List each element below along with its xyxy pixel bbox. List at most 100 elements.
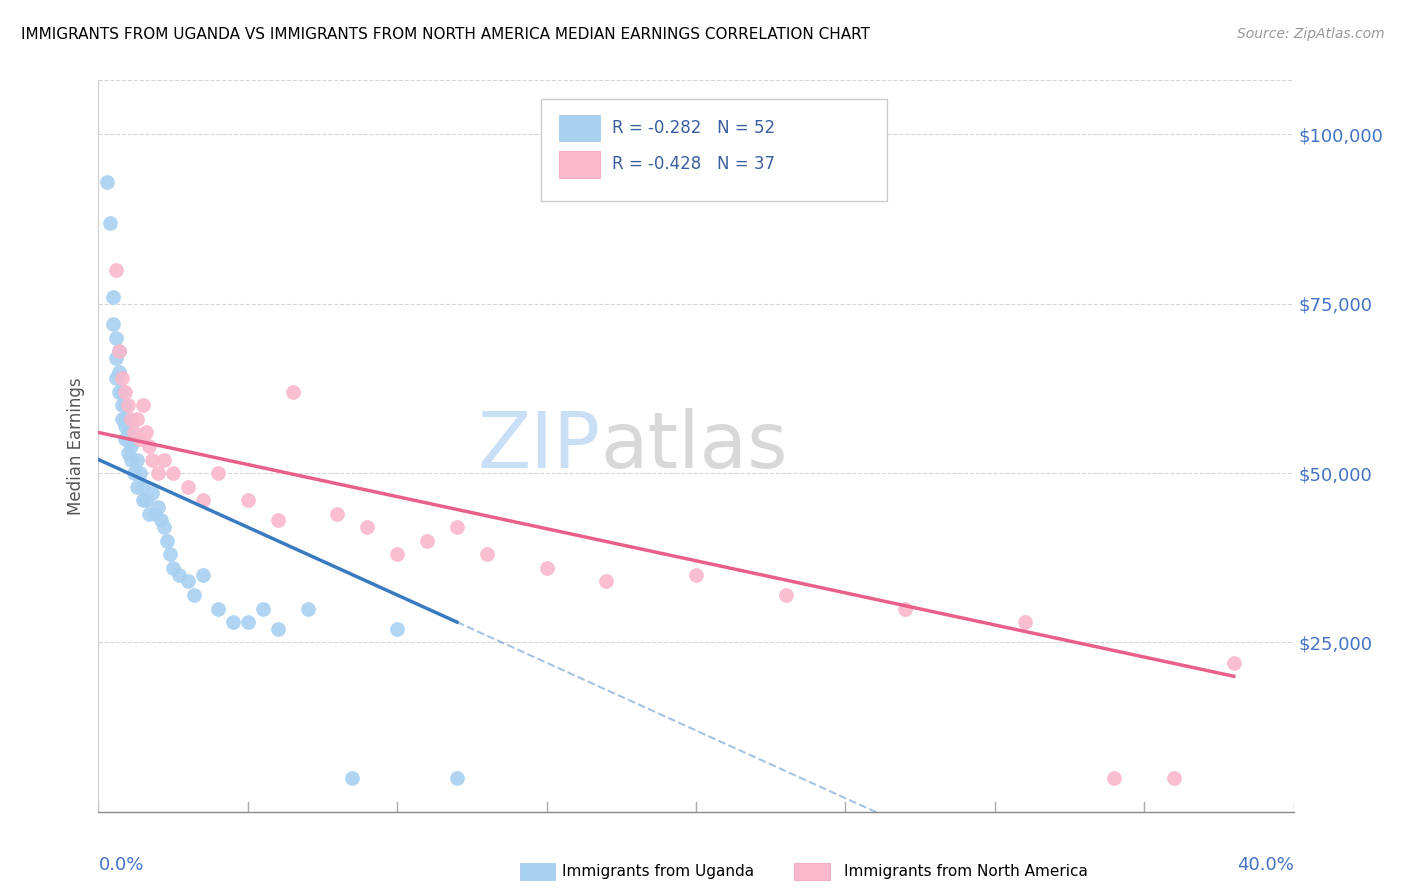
Point [267, 622, 290, 636]
Text: ZIP: ZIP [478, 408, 600, 484]
Point [446, 520, 468, 534]
Point [117, 446, 139, 460]
Point [536, 561, 558, 575]
Point [105, 263, 128, 277]
Point [114, 418, 136, 433]
Point [416, 533, 439, 548]
Point [105, 331, 128, 345]
Point [162, 561, 184, 575]
Text: Immigrants from Uganda: Immigrants from Uganda [562, 864, 755, 879]
Point [114, 384, 136, 399]
Point [100, 215, 122, 229]
Point [894, 601, 917, 615]
Point [1104, 771, 1126, 785]
Bar [558, 152, 600, 178]
Point [1223, 656, 1246, 670]
Point [183, 588, 205, 602]
Point [252, 601, 274, 615]
Point [117, 432, 139, 446]
Bar [558, 115, 600, 141]
Text: Source: ZipAtlas.com: Source: ZipAtlas.com [1237, 27, 1385, 41]
Point [685, 567, 707, 582]
Point [356, 520, 378, 534]
Point [326, 507, 349, 521]
FancyBboxPatch shape [540, 99, 887, 201]
Point [297, 601, 319, 615]
Point [153, 520, 176, 534]
Point [162, 466, 184, 480]
Point [127, 412, 149, 426]
Point [153, 452, 176, 467]
Point [103, 290, 125, 304]
Point [385, 622, 409, 636]
Point [148, 500, 170, 514]
Text: R = -0.282   N = 52: R = -0.282 N = 52 [613, 119, 776, 136]
Text: R = -0.428   N = 37: R = -0.428 N = 37 [613, 155, 775, 173]
Point [1163, 771, 1185, 785]
Point [207, 601, 229, 615]
Point [108, 364, 131, 378]
Point [775, 588, 797, 602]
Point [236, 493, 259, 508]
Point [143, 507, 166, 521]
Point [124, 466, 146, 480]
Point [385, 547, 409, 561]
Point [148, 466, 170, 480]
Point [124, 432, 146, 446]
Point [177, 480, 200, 494]
Point [111, 412, 134, 426]
Point [127, 480, 149, 494]
Point [114, 412, 136, 426]
Text: 0.0%: 0.0% [98, 855, 143, 874]
Point [138, 439, 160, 453]
Point [111, 384, 134, 399]
Point [103, 317, 125, 331]
Point [138, 507, 160, 521]
Point [191, 493, 214, 508]
Point [129, 466, 152, 480]
Point [120, 439, 142, 453]
Point [124, 425, 146, 440]
Point [207, 466, 229, 480]
Point [475, 547, 498, 561]
Point [114, 432, 136, 446]
Y-axis label: Median Earnings: Median Earnings [67, 377, 86, 515]
Point [150, 514, 173, 528]
Point [114, 398, 136, 412]
Point [1014, 615, 1036, 629]
Point [127, 452, 149, 467]
Point [108, 344, 131, 359]
Point [267, 514, 290, 528]
Point [132, 493, 155, 508]
Point [222, 615, 245, 629]
Text: IMMIGRANTS FROM UGANDA VS IMMIGRANTS FROM NORTH AMERICA MEDIAN EARNINGS CORRELAT: IMMIGRANTS FROM UGANDA VS IMMIGRANTS FRO… [21, 27, 870, 42]
Point [105, 351, 128, 365]
Point [236, 615, 259, 629]
Point [135, 425, 157, 440]
Point [111, 398, 134, 412]
Point [156, 533, 179, 548]
Point [342, 771, 364, 785]
Point [132, 480, 155, 494]
Point [129, 432, 152, 446]
Point [281, 384, 304, 399]
Text: 40.0%: 40.0% [1237, 855, 1294, 874]
Point [117, 425, 139, 440]
Point [141, 486, 163, 500]
Point [191, 567, 214, 582]
Point [111, 371, 134, 385]
Point [595, 574, 617, 589]
Point [117, 398, 139, 412]
Point [177, 574, 200, 589]
Point [108, 344, 131, 359]
Point [135, 493, 157, 508]
Point [132, 398, 155, 412]
Point [167, 567, 190, 582]
Point [141, 452, 163, 467]
Text: Immigrants from North America: Immigrants from North America [844, 864, 1087, 879]
Point [120, 452, 142, 467]
Text: atlas: atlas [600, 408, 787, 484]
Point [159, 547, 181, 561]
Point [446, 771, 468, 785]
Point [96, 175, 118, 189]
